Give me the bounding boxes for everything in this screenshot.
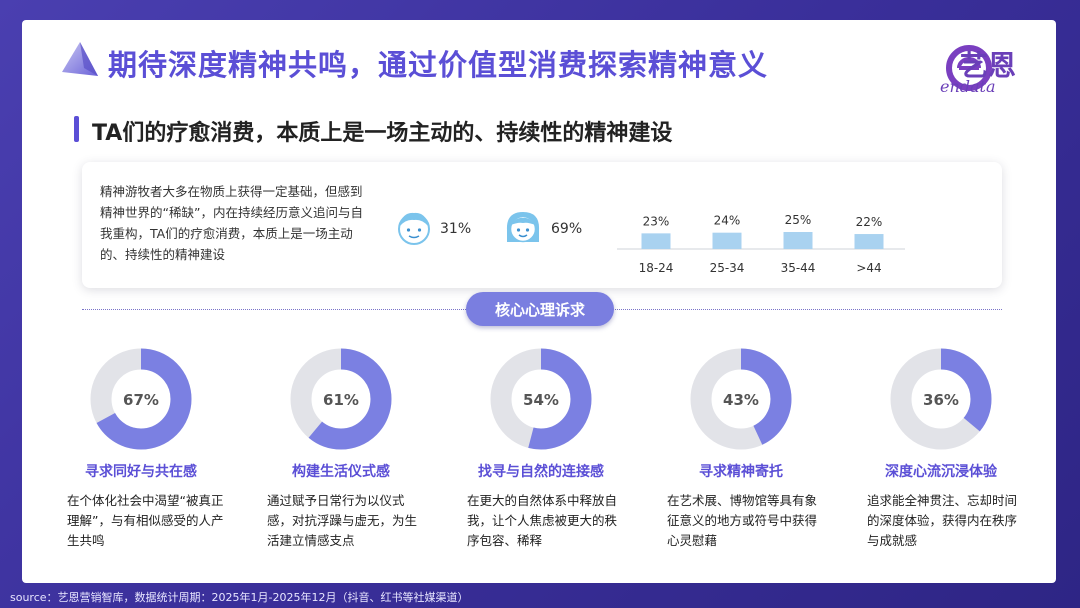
subtitle-bar — [74, 116, 79, 142]
female-percent: 69% — [551, 221, 583, 237]
need-description: 在更大的自然体系中释放自我，让个人焦虑被更大的秩序包容、稀释 — [467, 493, 618, 548]
need-title: 深度心流沉浸体验 — [885, 464, 997, 480]
bar->44 — [854, 234, 884, 249]
bar-18-24 — [641, 233, 671, 249]
female-face-icon — [506, 212, 540, 243]
bar-value-label: 25% — [785, 213, 812, 227]
need-description: 在艺术展、博物馆等具有象征意义的地方或符号中获得心灵慰藉 — [667, 493, 818, 548]
page-title: 期待深度精神共鸣，通过价值型消费探索精神意义 — [108, 48, 769, 82]
summary-text: 精神游牧者大多在物质上获得一定基础，但感到精神世界的“稀缺”，内在持续经历意义追… — [100, 184, 363, 262]
bar-value-label: 24% — [714, 214, 741, 228]
bar-25-34 — [712, 232, 742, 249]
need-description: 追求能全神贯注、忘却时间的深度体验，获得内在秩序与成就感 — [867, 493, 1018, 548]
bar-category-label: 25-34 — [710, 261, 745, 275]
male-face-icon — [398, 212, 430, 245]
source-note: source：艺恩营销智库，数据统计周期：2025年1月-2025年12月（抖音… — [10, 591, 469, 604]
triangle-icon — [62, 42, 98, 76]
bar-value-label: 22% — [856, 215, 883, 229]
bar-category-label: 18-24 — [639, 261, 674, 275]
section-subtitle: TA们的疗愈消费，本质上是一场主动的、持续性的精神建设 — [92, 121, 673, 146]
need-title: 找寻与自然的连接感 — [478, 464, 604, 480]
need-title: 寻求精神寄托 — [699, 464, 783, 480]
bar-category-label: 35-44 — [781, 261, 816, 275]
endata-logo-icon — [946, 45, 992, 91]
need-description: 通过赋予日常行为以仪式感，对抗浮躁与虚无，为生活建立情感支点 — [267, 493, 418, 548]
core-needs-pill: 核心心理诉求 — [466, 292, 614, 326]
bar-category-label: >44 — [856, 261, 881, 275]
need-description: 在个体化社会中渴望“被真正理解”，与有相似感受的人产生共鸣 — [67, 493, 224, 548]
summary-card — [82, 162, 1002, 288]
logo-text: 艺恩 — [960, 49, 1017, 82]
bar-value-label: 23% — [643, 214, 670, 228]
need-title: 构建生活仪式感 — [292, 464, 390, 480]
bar-35-44 — [783, 232, 813, 249]
male-percent: 31% — [440, 221, 472, 237]
logo-subtext: endata — [940, 77, 996, 96]
need-title: 寻求同好与共在感 — [85, 464, 197, 480]
age-bar-chart: 23% 18-24 24% 25-34 25% 35-44 22% >44 — [617, 213, 905, 275]
